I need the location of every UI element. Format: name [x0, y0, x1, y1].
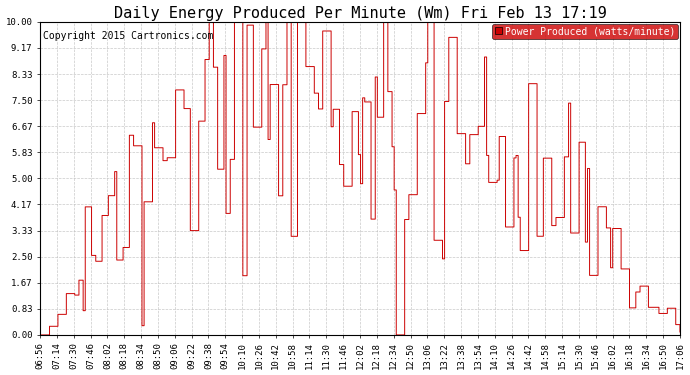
Title: Daily Energy Produced Per Minute (Wm) Fri Feb 13 17:19: Daily Energy Produced Per Minute (Wm) Fr…: [114, 6, 607, 21]
Text: Copyright 2015 Cartronics.com: Copyright 2015 Cartronics.com: [43, 31, 214, 41]
Legend: Power Produced (watts/minute): Power Produced (watts/minute): [492, 24, 678, 39]
